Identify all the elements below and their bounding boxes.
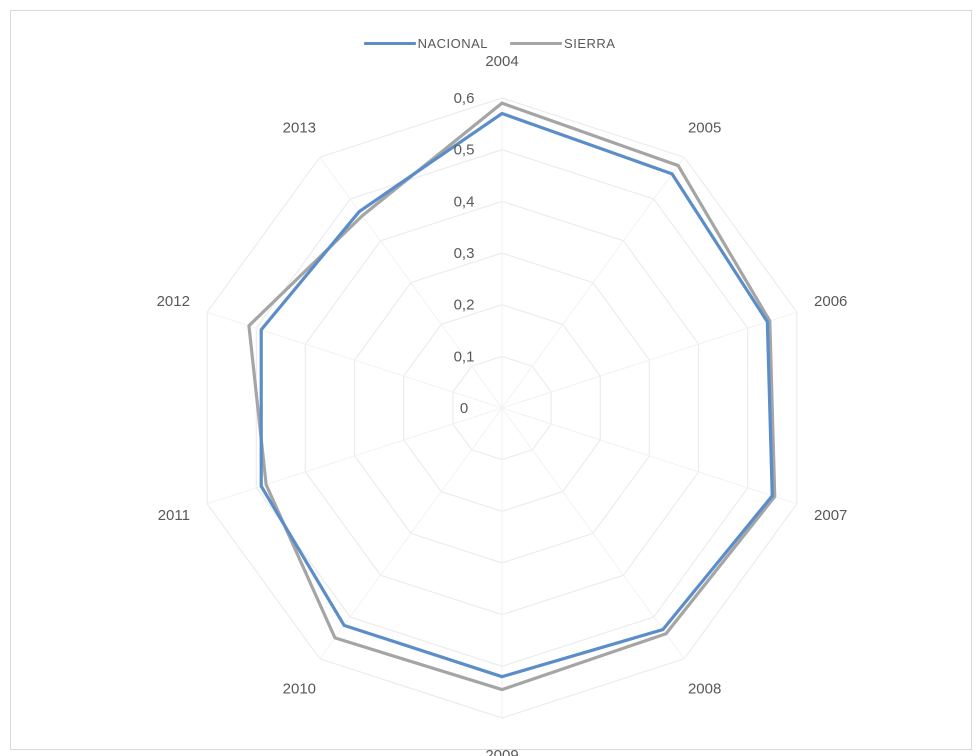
axis-tick-label: 0	[460, 400, 468, 417]
category-label: 2005	[688, 119, 721, 136]
grid-spoke	[501, 311, 797, 409]
legend-label-nacional: NACIONAL	[417, 36, 489, 51]
axis-tick-label: 0,1	[454, 348, 475, 365]
legend-item-sierra: SIERRA	[510, 36, 615, 51]
grid-spoke	[207, 311, 503, 409]
category-label: 2004	[485, 53, 518, 70]
series-line-sierra	[247, 101, 777, 692]
category-label: 2007	[814, 507, 847, 524]
axis-tick-label: 0,4	[454, 193, 475, 210]
grid-spoke	[501, 156, 685, 409]
legend-swatch-sierra	[510, 42, 563, 45]
legend-swatch-nacional	[363, 42, 416, 45]
category-label: 2011	[158, 507, 190, 524]
grid-spoke	[501, 407, 685, 660]
legend-item-nacional: NACIONAL	[363, 36, 489, 51]
grid-spoke	[319, 156, 503, 409]
series-line-nacional	[259, 111, 774, 679]
axis-tick-label: 0,2	[454, 297, 475, 314]
category-label: 2013	[283, 119, 316, 136]
category-label: 2006	[814, 293, 847, 310]
category-label: 2009	[485, 747, 518, 756]
axis-tick-label: 0,5	[454, 142, 475, 159]
axis-tick-label: 0,6	[454, 90, 475, 107]
category-label: 2010	[283, 681, 316, 698]
category-label: 2008	[688, 681, 721, 698]
grid-spoke	[319, 407, 503, 660]
legend: NACIONAL SIERRA	[0, 36, 979, 51]
axis-tick-label: 0,3	[454, 245, 475, 262]
grid-spoke	[501, 407, 797, 505]
category-label: 2012	[157, 293, 190, 310]
legend-label-sierra: SIERRA	[564, 36, 616, 51]
chart-frame	[10, 10, 972, 750]
grid-spoke	[207, 407, 503, 505]
